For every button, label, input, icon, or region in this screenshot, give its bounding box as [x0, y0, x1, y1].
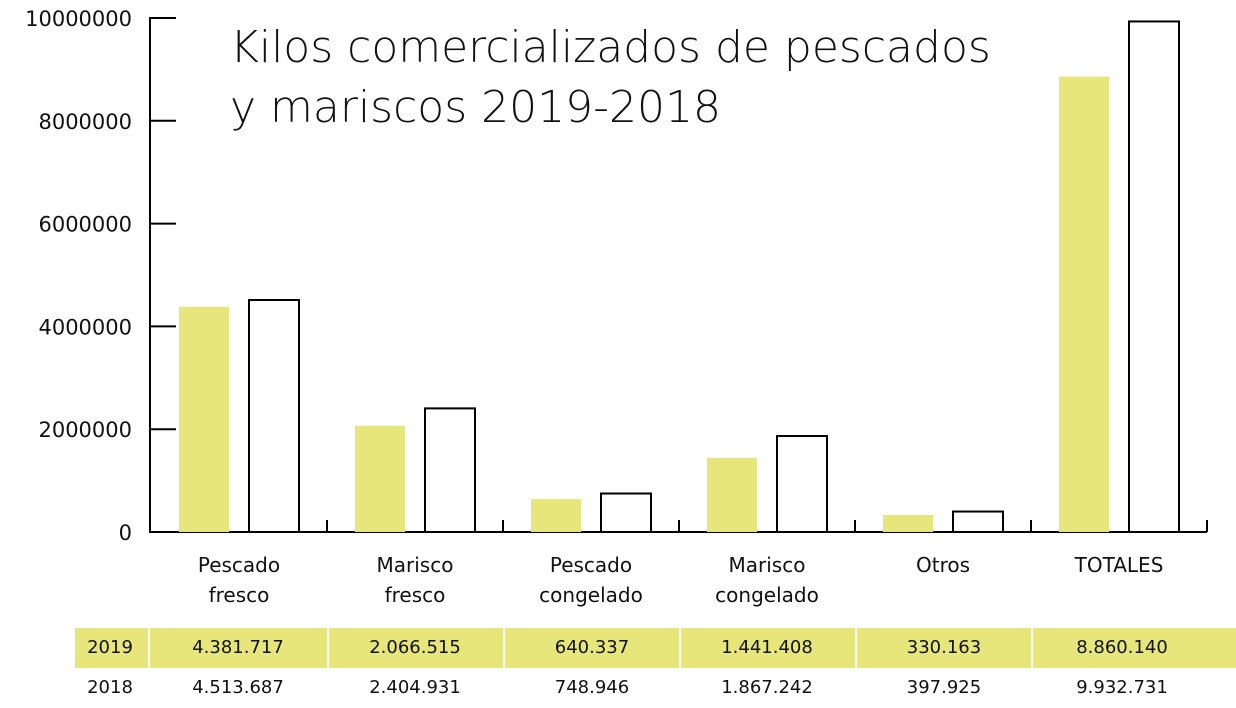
y-tick-label: 8000000	[38, 110, 132, 134]
y-tick-label: 4000000	[38, 315, 132, 339]
x-tick-label: Marisco congelado	[715, 553, 819, 607]
x-tick-label: Pescado congelado	[539, 553, 643, 607]
bar	[600, 492, 652, 534]
value-label: 330.163	[906, 637, 982, 658]
y-tick-label: 6000000	[38, 213, 132, 237]
x-tick-label: Pescado fresco	[197, 553, 281, 607]
y-tick-label: 10000000	[25, 7, 132, 31]
x-tick-label: Marisco fresco	[376, 553, 454, 607]
bar	[355, 425, 405, 532]
legend-label: 2018	[87, 677, 133, 698]
value-label: 2.066.515	[369, 637, 461, 658]
value-label: 397.925	[906, 677, 982, 698]
legend-band	[75, 628, 1236, 668]
value-label: 4.381.717	[192, 637, 284, 658]
value-label: 4.513.687	[192, 677, 284, 698]
bar	[424, 407, 476, 533]
y-tick-label: 2000000	[38, 418, 132, 442]
value-label: 8.860.140	[1076, 637, 1168, 658]
bar	[707, 457, 757, 532]
table-separator	[679, 628, 681, 668]
legend-label: 2019	[87, 637, 133, 658]
table-separator	[503, 628, 505, 668]
y-tick-label: 0	[119, 521, 132, 545]
value-label: 748.946	[554, 677, 630, 698]
value-label: 1.867.242	[721, 677, 813, 698]
bar	[248, 298, 300, 533]
table-separator	[855, 628, 857, 668]
value-label: 1.441.408	[721, 637, 813, 658]
x-tick-label: TOTALES	[1074, 553, 1164, 577]
table-separator	[148, 628, 150, 668]
bar	[179, 306, 229, 532]
chart-title: Kilos comercializados de pescados y mari…	[230, 22, 991, 133]
value-label: 640.337	[554, 637, 630, 658]
value-label: 2.404.931	[369, 677, 461, 698]
bar	[1128, 20, 1180, 533]
table-separator	[327, 628, 329, 668]
bar	[1059, 76, 1109, 532]
bar	[776, 435, 828, 534]
x-tick-label: Otros	[915, 553, 971, 577]
bar	[883, 515, 933, 532]
value-label: 9.932.731	[1076, 677, 1168, 698]
bar	[952, 510, 1004, 534]
bar	[531, 499, 581, 532]
table-separator	[1031, 628, 1033, 668]
